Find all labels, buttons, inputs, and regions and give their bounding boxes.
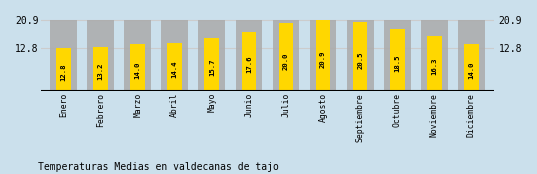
Bar [242,32,256,92]
Text: 15.7: 15.7 [209,59,215,76]
Text: 13.2: 13.2 [98,62,104,80]
Bar [464,44,478,92]
Bar [427,36,441,92]
Text: 20.0: 20.0 [283,52,289,70]
Bar [347,20,374,92]
Bar [50,20,77,92]
Text: 12.8: 12.8 [61,63,67,81]
Bar [125,20,151,92]
Text: 14.0: 14.0 [468,61,474,79]
Bar [162,20,188,92]
Bar [384,20,411,92]
Bar [205,38,219,92]
Bar [168,42,182,92]
Bar [353,22,367,92]
Text: 17.6: 17.6 [246,56,252,73]
Bar [273,20,299,92]
Bar [279,23,293,92]
Bar [199,20,225,92]
Bar [310,20,336,92]
Text: 20.5: 20.5 [357,51,363,69]
Text: Temperaturas Medias en valdecanas de tajo: Temperaturas Medias en valdecanas de taj… [38,162,279,172]
Text: 18.5: 18.5 [394,54,400,72]
Text: 14.0: 14.0 [135,61,141,79]
Bar [390,29,404,92]
Text: 20.9: 20.9 [320,51,326,68]
Text: 16.3: 16.3 [431,58,437,75]
Bar [316,20,330,92]
Text: 14.4: 14.4 [172,61,178,78]
Bar [458,20,485,92]
Bar [87,20,114,92]
Bar [93,47,108,92]
Bar [421,20,448,92]
Bar [236,20,262,92]
Bar [56,48,71,92]
Bar [130,44,145,92]
